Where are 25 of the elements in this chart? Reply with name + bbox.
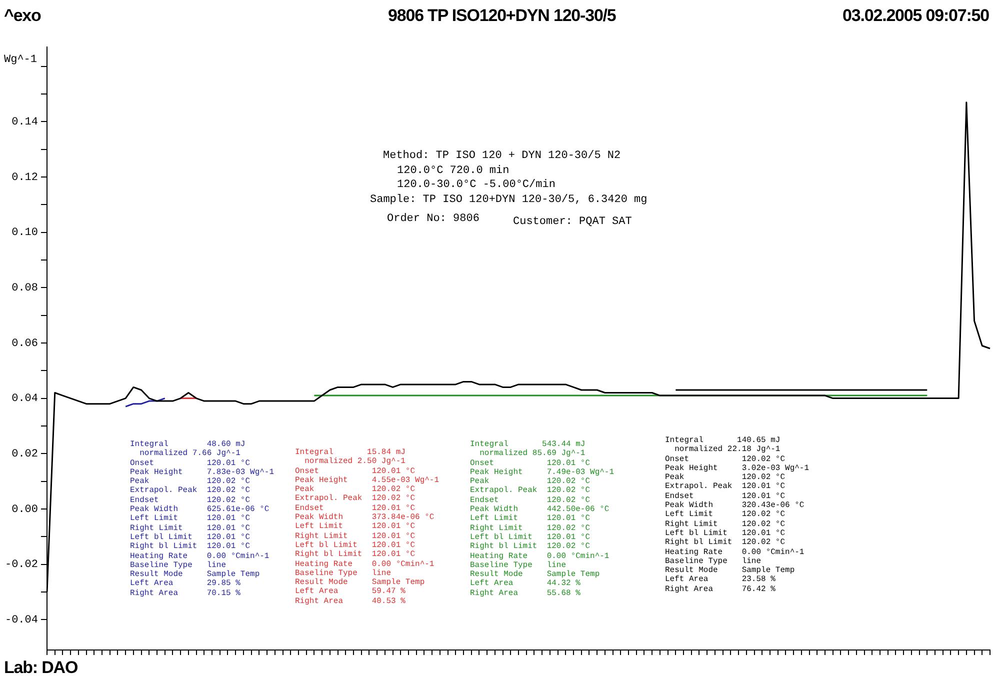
y-tick-label: 0.02 <box>12 448 38 461</box>
y-tick-label: 0.00 <box>12 504 38 516</box>
annotation: Method: TP ISO 120 + DYN 120-30/5 N2 <box>383 150 621 162</box>
y-tick-label: 0.08 <box>12 282 38 295</box>
y-tick-label: -0.02 <box>4 559 38 572</box>
y-tick-label: 0.14 <box>12 116 38 129</box>
annotation: 120.0-30.0°C -5.00°C/min <box>397 179 556 191</box>
annotation: Order No: 9806 <box>387 213 480 225</box>
y-tick-label: -0.04 <box>4 614 38 626</box>
y-tick-label: 0.04 <box>12 393 38 406</box>
text: Integral 543.44 mJ normalized 85.69 Jg^-1 Onset 120.01 °C Peak Height 7.49e-03 Wg^-1 Peak 120.02 °C Extrapol. Peak 120.02 °C Endset 120.02 °C Peak Width 442.50e-06 °C Left Limit 120.01 °C Right Limit 120.02 °C Left bl Limit 120.01 °C Right bl Limit 120.02 °C Heating Rate 0.00 °Cmin^-1 Baseline Type line Result Mode Sample Temp Left Area 44.32 % Right Area 55.68 % <box>470 440 614 598</box>
text: Integral 15.84 mJ normalized 2.50 Jg^-1 Onset 120.01 °C Peak Height 4.55e-03 Wg^-1 Peak 120.02 °C Extrapol. Peak 120.02 °C Endset 120.01 °C Peak Width 373.84e-06 °C Left Limit 120.01 °C Right Limit 120.01 °C Left bl Limit 120.01 °C Right bl Limit 120.01 °C Heating Rate 0.00 °Cmin^-1 Baseline Type line Result Mode Sample Temp Left Area 59.47 % Right Area 40.53 % <box>295 448 440 606</box>
chart-title: 9806 TP ISO120+DYN 120-30/5 <box>388 6 616 26</box>
text: ^exo <box>4 6 41 26</box>
text: 03.02.2005 09:07:50 <box>842 6 989 26</box>
annotation: 120.0°C 720.0 min <box>397 165 510 177</box>
y-tick-label: 0.10 <box>12 227 38 240</box>
y-tick-label: 0.12 <box>12 172 38 184</box>
annotation: Sample: TP ISO 120+DYN 120-30/5, 6.3420 mg <box>370 194 648 206</box>
text: Lab: DAO <box>4 658 78 678</box>
y-axis-title: Wg^-1 <box>4 54 38 66</box>
text: Integral 48.60 mJ normalized 7.66 Jg^-1 Onset 120.01 °C Peak Height 7.83e-03 Wg^-1 Peak 120.02 °C Extrapol. Peak 120.02 °C Endset 120.02 °C Peak Width 625.61e-06 °C Left Limit 120.01 °C Right Limit 120.01 °C Left bl Limit 120.01 °C Right bl Limit 120.01 °C Heating Rate 0.00 °Cmin^-1 Baseline Type line Result Mode Sample Temp Left Area 29.85 % Right Area 70.15 % <box>130 440 274 598</box>
text: Integral 140.65 mJ normalized 22.18 Jg^-1 Onset 120.02 °C Peak Height 3.02e-03 Wg^-1 Peak 120.02 °C Extrapol. Peak 120.01 °C Endset 120.01 °C Peak Width 320.43e-06 °C Left Limit 120.02 °C Right Limit 120.02 °C Left bl Limit 120.01 °C Right bl Limit 120.02 °C Heating Rate 0.00 °Cmin^-1 Baseline Type line Result Mode Sample Temp Left Area 23.58 % Right Area 76.42 % <box>665 436 810 594</box>
annotation: Customer: PQAT SAT <box>513 216 632 228</box>
y-tick-label: 0.06 <box>12 338 38 350</box>
